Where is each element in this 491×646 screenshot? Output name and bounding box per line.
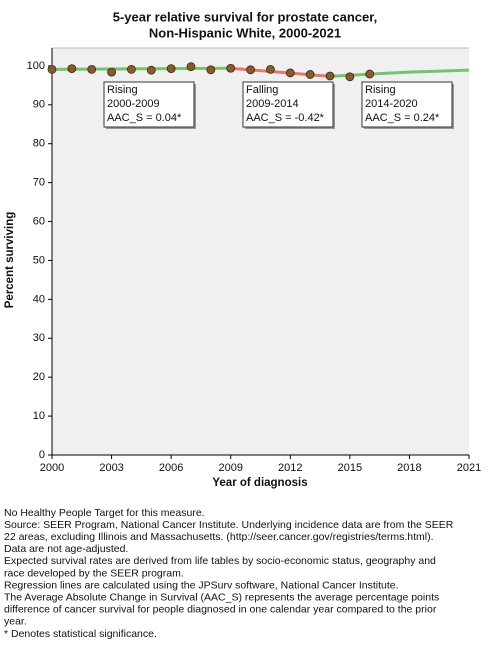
y-tick-label: 30 xyxy=(33,332,45,344)
annotation-text: AAC_S = 0.24* xyxy=(365,112,440,124)
footnote: race developed by the SEER program. xyxy=(4,567,184,579)
x-tick-label: 2006 xyxy=(159,462,183,474)
data-point xyxy=(226,63,236,73)
annotation-text: AAC_S = -0.42* xyxy=(246,112,325,124)
annotation-text: 2014-2020 xyxy=(365,98,418,110)
y-tick-label: 100 xyxy=(27,60,45,72)
x-axis-title: Year of diagnosis xyxy=(212,477,307,489)
footnote: Source: SEER Program, National Cancer In… xyxy=(4,519,454,531)
data-point xyxy=(325,71,335,81)
chart-title: 5-year relative survival for prostate ca… xyxy=(113,9,377,24)
data-point xyxy=(305,70,315,79)
footnote: Expected survival rates are derived from… xyxy=(4,555,436,567)
x-tick-label: 2018 xyxy=(397,462,421,474)
data-point xyxy=(345,72,355,82)
data-point xyxy=(246,65,255,75)
data-point xyxy=(127,65,136,74)
annotation-text: Rising xyxy=(107,84,138,96)
annotation-box xyxy=(103,81,195,128)
y-tick-label: 40 xyxy=(33,293,45,305)
y-tick-label: 0 xyxy=(39,449,45,461)
data-point xyxy=(47,65,57,74)
data-point xyxy=(166,64,176,74)
y-tick-label: 10 xyxy=(33,410,45,422)
annotation-text: 2000-2009 xyxy=(107,98,160,110)
data-point xyxy=(67,64,77,74)
annotation: Falling 2009-2014 AAC_S = -0.42* xyxy=(242,81,335,129)
x-tick-label: 2021 xyxy=(457,462,481,474)
data-point xyxy=(146,65,156,75)
y-tick-label: 60 xyxy=(33,215,45,227)
x-tick-label: 2015 xyxy=(338,462,362,474)
trend-line xyxy=(51,66,231,71)
annotation: Rising 2014-2020 AAC_S = 0.24* xyxy=(361,81,454,129)
chart-title: Non-Hispanic White, 2000-2021 xyxy=(149,25,341,40)
x-tick-label: 2009 xyxy=(218,462,242,474)
footnote: Regression lines are calculated using th… xyxy=(4,579,399,591)
y-tick-label: 20 xyxy=(33,371,45,383)
footnote: No Healthy People Target for this measur… xyxy=(4,507,205,519)
data-point xyxy=(206,65,216,75)
annotation-box xyxy=(242,81,334,128)
y-axis-title: Percent surviving xyxy=(4,212,16,309)
x-tick-label: 2000 xyxy=(40,462,64,474)
data-point xyxy=(87,65,97,74)
annotation-text: Falling xyxy=(246,84,278,96)
annotation-box xyxy=(361,81,453,128)
data-point xyxy=(365,69,375,79)
x-tick-label: 2012 xyxy=(278,462,302,474)
footnote: * Denotes statistical significance. xyxy=(4,628,157,640)
annotation-text: AAC_S = 0.04* xyxy=(107,112,182,124)
data-point xyxy=(107,67,116,77)
footnote: 22 areas, excluding Illinois and Massach… xyxy=(4,531,434,543)
footnote: difference of cancer survival for people… xyxy=(4,604,437,616)
annotation-text: Rising xyxy=(365,84,396,96)
footnote: Data are not age-adjusted. xyxy=(4,543,128,555)
data-point xyxy=(266,65,275,74)
y-tick-label: 50 xyxy=(33,254,45,266)
y-tick-label: 80 xyxy=(33,138,45,150)
footnote: year. xyxy=(4,616,27,628)
y-tick-label: 90 xyxy=(33,99,45,111)
y-tick-label: 70 xyxy=(33,177,45,189)
x-tick-label: 2003 xyxy=(99,462,123,474)
footnote: The Average Absolute Change in Survival … xyxy=(4,591,439,603)
annotation: Rising 2000-2009 AAC_S = 0.04* xyxy=(103,81,196,129)
data-point xyxy=(285,68,295,78)
data-point xyxy=(186,62,196,72)
annotation-text: 2009-2014 xyxy=(246,98,299,110)
